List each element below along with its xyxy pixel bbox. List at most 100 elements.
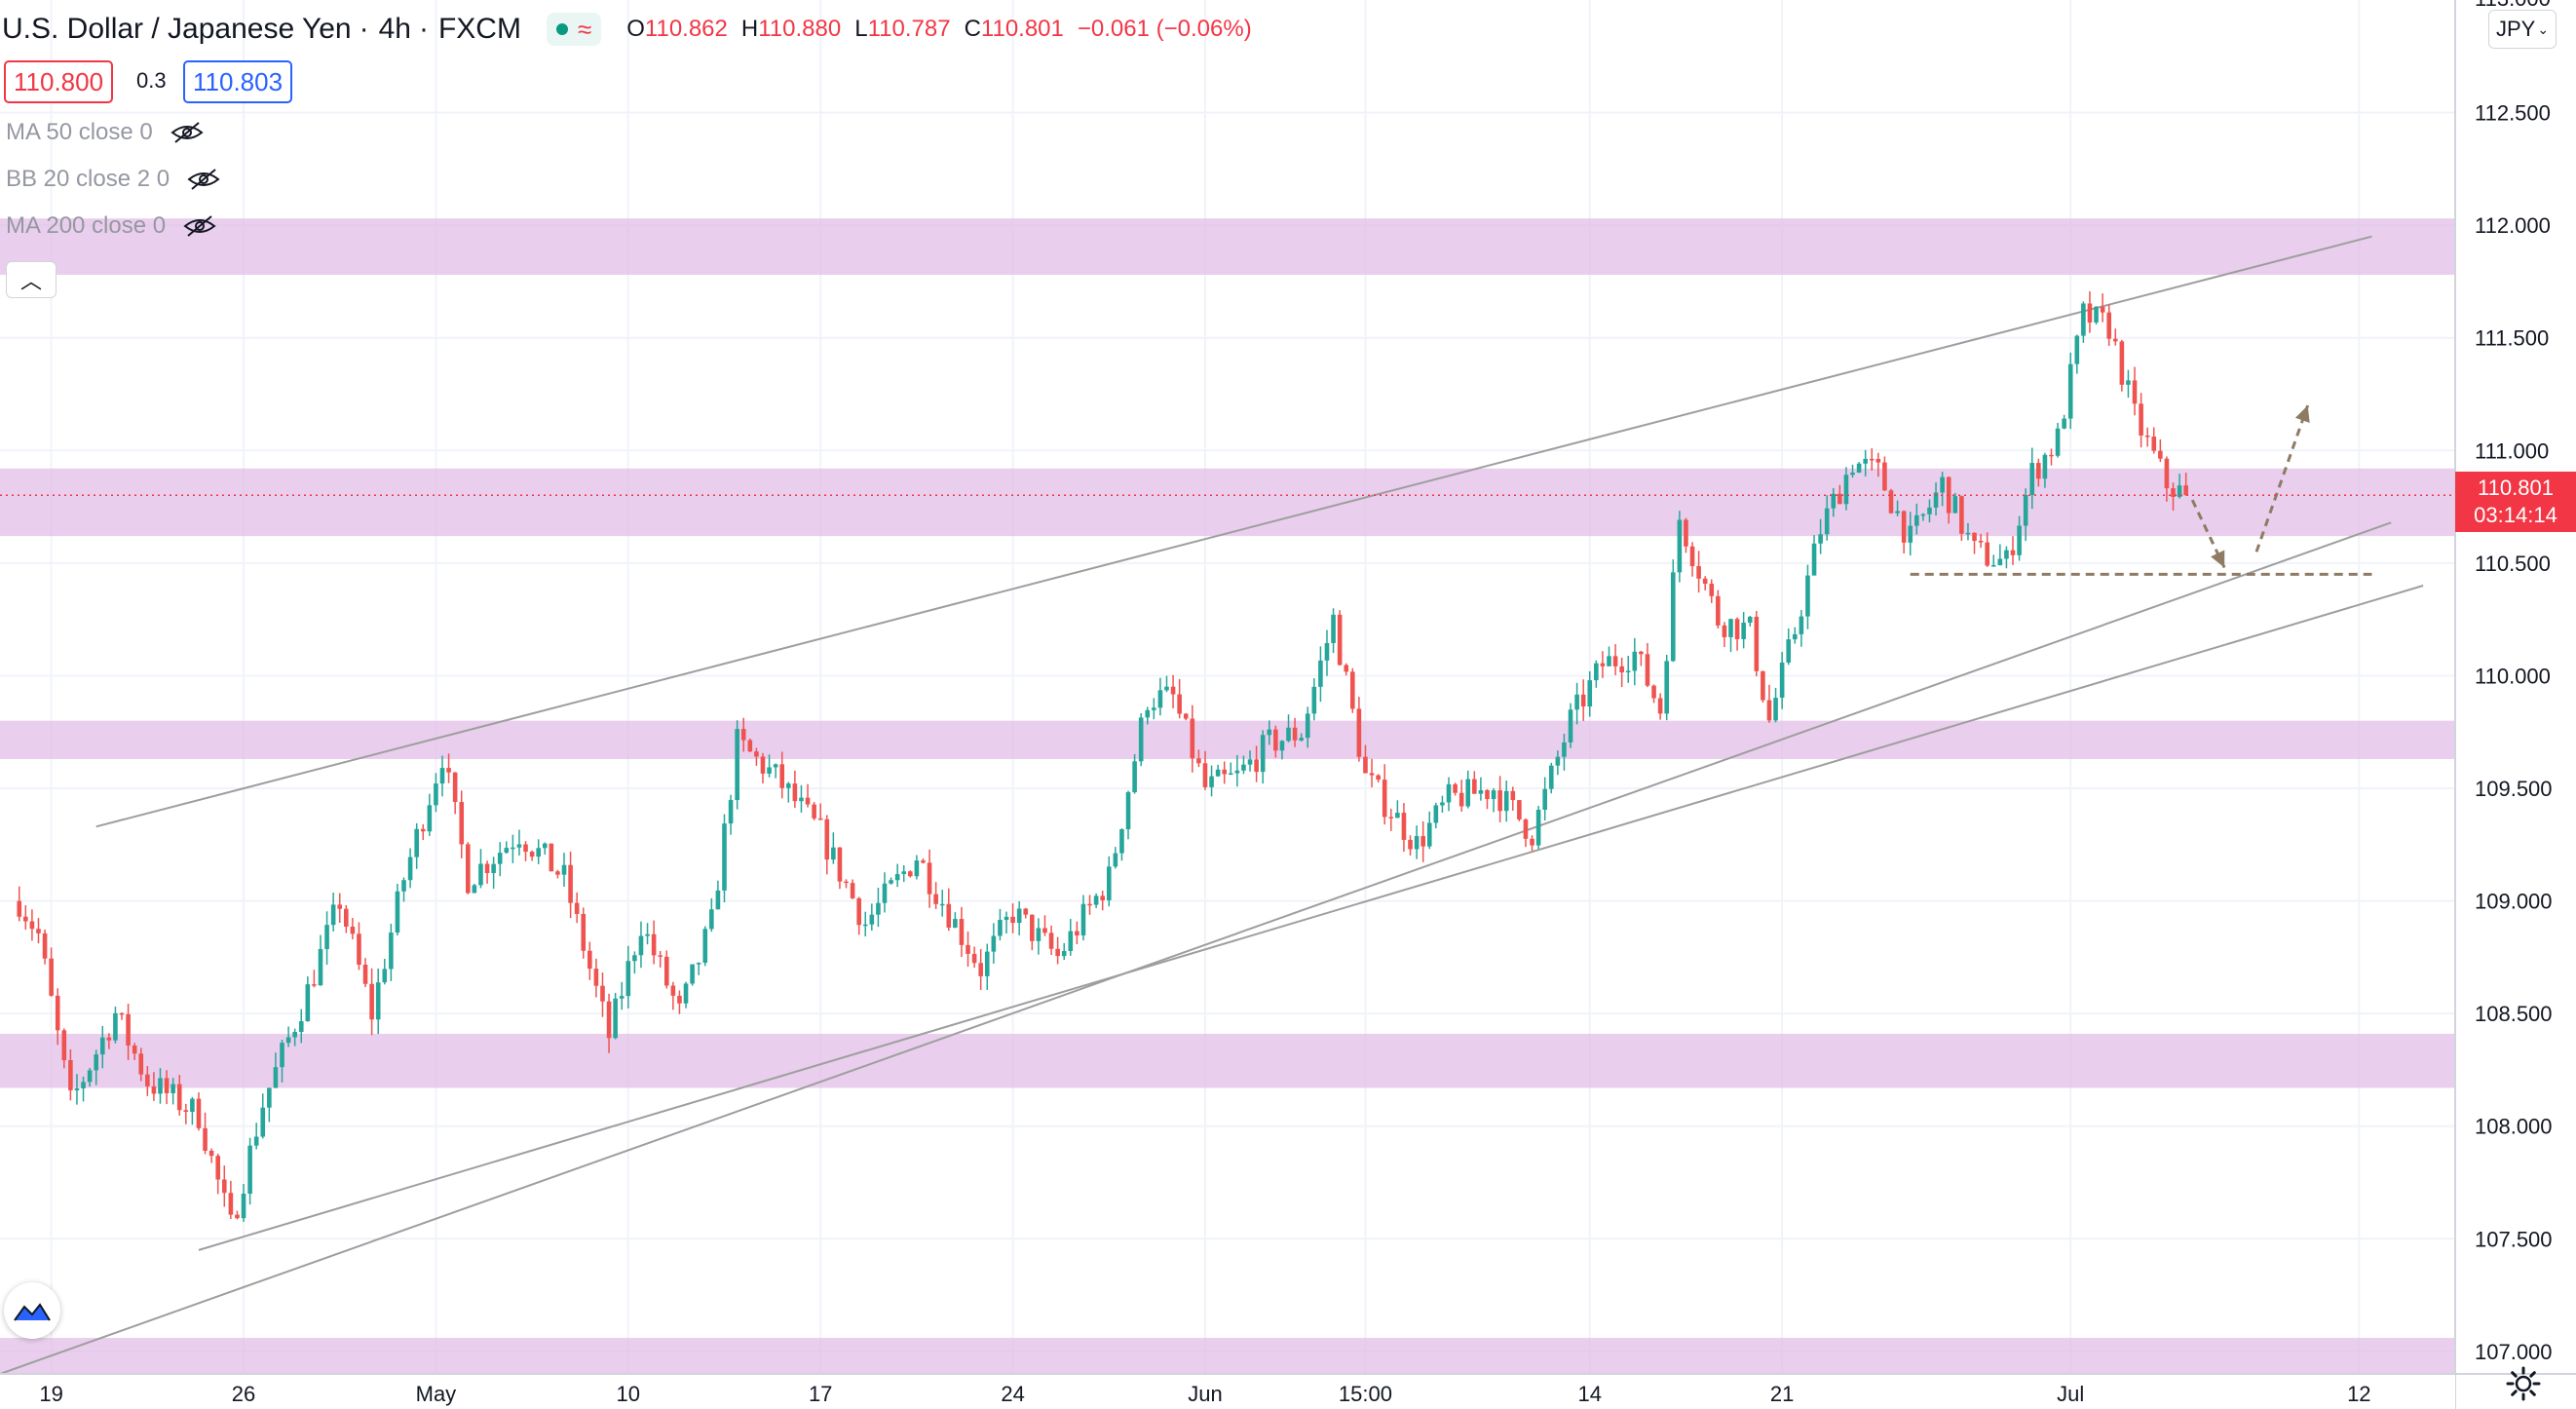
candle-body [1472, 779, 1477, 794]
candle-body [593, 969, 599, 986]
eye-hidden-icon[interactable] [183, 214, 216, 238]
candle-body [862, 924, 868, 927]
candle-body [773, 764, 778, 768]
candle-body [1670, 572, 1676, 662]
last-price-tag: 110.801 03:14:14 [2455, 472, 2576, 532]
candle-body [1952, 496, 1958, 514]
indicator-ma50[interactable]: MA 50 close 0 [6, 119, 204, 146]
candle-body [1164, 686, 1169, 691]
candle-body [619, 996, 625, 999]
candle-body [1562, 742, 1567, 757]
candle-body [1119, 829, 1124, 854]
candle-body [1465, 779, 1471, 807]
candle-body [632, 955, 637, 962]
candle-body [1318, 660, 1323, 687]
candle-body [1990, 565, 1996, 567]
candle-body [478, 863, 483, 886]
candle-body [61, 1030, 67, 1061]
candle-body [1170, 686, 1176, 695]
eye-hidden-icon[interactable] [187, 168, 220, 191]
candle-body [933, 894, 938, 904]
time-tick: 15:00 [1339, 1382, 1392, 1406]
candle-body [113, 1012, 118, 1041]
candle-body [49, 958, 54, 996]
tradingview-logo[interactable] [4, 1282, 60, 1339]
candle-body [260, 1107, 266, 1137]
candle-body [2119, 341, 2125, 385]
candle-body [2126, 380, 2131, 385]
candle-body [1279, 741, 1285, 751]
spread-value: 0.3 [136, 68, 167, 93]
price-tick: 113.000 [2475, 0, 2551, 11]
candle-body [280, 1043, 284, 1068]
candle-body [1241, 764, 1246, 771]
candle-body [1125, 792, 1131, 830]
candle-body [305, 984, 311, 1022]
projection [0, 404, 2455, 576]
candle-body [1612, 656, 1618, 666]
candle-body [23, 916, 28, 922]
time-tick: Jun [1188, 1382, 1222, 1406]
candle-body [414, 828, 419, 857]
projection-path [2254, 404, 2310, 552]
candle-body [1568, 709, 1573, 743]
sell-price-button[interactable]: 110.800 [4, 60, 114, 103]
candle-body [87, 1070, 93, 1083]
candle-body [1818, 534, 1823, 544]
candle-body [1869, 458, 1875, 461]
candle-body [889, 880, 893, 884]
candle-body [844, 881, 849, 884]
candle-body [298, 1021, 304, 1033]
candle-body [1408, 839, 1413, 850]
buy-price-button[interactable]: 110.803 [183, 60, 293, 103]
price-axis-bg [2455, 0, 2576, 1409]
candle-body [318, 948, 323, 986]
support-resistance-zone [0, 1033, 2455, 1088]
candle-body [1888, 490, 1894, 514]
indicator-ma200[interactable]: MA 200 close 0 [6, 212, 216, 240]
market-open-icon [555, 23, 568, 35]
eye-hidden-icon[interactable] [170, 121, 204, 144]
candle-body [119, 1012, 125, 1015]
candle-body [2049, 454, 2054, 457]
interval-label[interactable]: 4h [378, 13, 411, 45]
time-tick: 24 [1001, 1382, 1024, 1406]
candle-body [2023, 494, 2028, 526]
candle-body [549, 843, 554, 872]
candle-body [1510, 790, 1516, 801]
market-status[interactable]: ≈ [546, 13, 602, 46]
candle-body [1645, 654, 1650, 686]
symbol-title[interactable]: U.S. Dollar / Japanese Yen [2, 13, 352, 45]
candle-body [696, 963, 701, 965]
currency-button[interactable]: JPY ⌄ [2488, 10, 2557, 49]
candle-body [953, 919, 958, 928]
candle-body [1587, 680, 1593, 707]
candle-body [1895, 511, 1900, 514]
candle-body [1773, 698, 1778, 721]
candle-body [722, 823, 727, 891]
collapse-legend-button[interactable]: ︿ [6, 261, 57, 298]
candle-body [2081, 303, 2086, 336]
candle-body [683, 983, 689, 1004]
candle-body [2132, 380, 2138, 404]
candle-body [894, 874, 900, 881]
gear-icon[interactable] [2506, 1366, 2541, 1401]
candle-body [998, 920, 1003, 936]
candle-body [1882, 462, 1887, 491]
candle-body [1215, 769, 1221, 777]
candle-body [369, 983, 374, 1020]
price-tick: 108.500 [2475, 1002, 2553, 1026]
candle-body [1503, 790, 1509, 812]
candle-body [735, 729, 739, 801]
time-tick: 12 [2347, 1382, 2370, 1406]
candle-body [382, 969, 388, 983]
candle-body [663, 956, 669, 986]
candle-body [1068, 931, 1074, 952]
candle-body [452, 772, 458, 803]
candle-body [1972, 532, 1977, 542]
candle-body [1414, 836, 1420, 850]
candle-body [1157, 690, 1163, 708]
indicator-bb20[interactable]: BB 20 close 2 0 [6, 166, 220, 193]
candle-body [1369, 773, 1375, 776]
